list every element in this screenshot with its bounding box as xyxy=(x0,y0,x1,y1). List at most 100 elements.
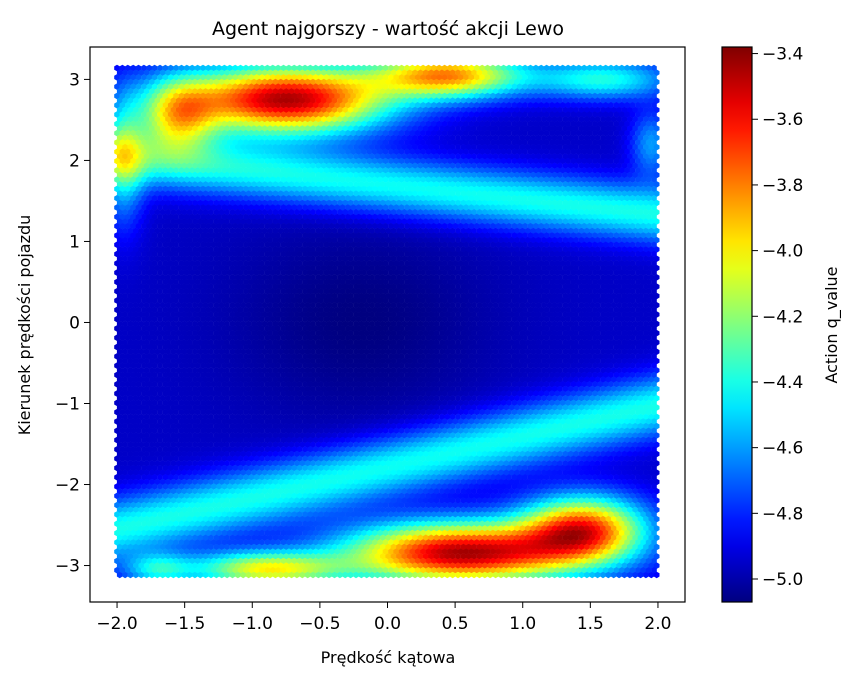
hex-cell xyxy=(227,111,233,118)
hex-cell xyxy=(269,111,276,118)
hex-cell xyxy=(637,143,644,151)
hex-cell xyxy=(581,102,587,109)
hex-cell xyxy=(605,125,612,132)
hex-cell xyxy=(508,143,515,151)
hex-cell xyxy=(554,92,561,100)
hex-cell xyxy=(535,97,542,104)
hex-cell xyxy=(350,92,357,100)
hex-cell xyxy=(476,106,483,114)
hex-cell xyxy=(500,120,507,128)
hex-cell xyxy=(393,111,400,118)
hex-cell xyxy=(648,97,655,104)
hex-cell xyxy=(275,111,281,118)
hex-cell xyxy=(248,120,255,128)
hex-cell xyxy=(482,69,488,76)
hex-cell xyxy=(522,92,528,100)
hex-cell xyxy=(653,78,660,86)
hex-cell xyxy=(197,143,204,151)
hex-cell xyxy=(143,143,150,151)
hex-cell xyxy=(557,88,563,95)
hex-cell xyxy=(549,83,555,90)
hex-cell xyxy=(320,97,327,104)
hex-cell xyxy=(592,139,598,146)
hex-cell xyxy=(444,97,451,104)
hex-cell xyxy=(358,116,365,123)
hex-cell xyxy=(361,74,367,81)
hex-cell xyxy=(490,102,496,109)
hex-cell xyxy=(406,143,413,151)
hex-cell xyxy=(543,139,550,146)
hex-cell xyxy=(283,134,289,142)
hex-cell xyxy=(366,92,373,100)
hex-cell xyxy=(559,139,566,146)
hex-cell xyxy=(401,88,408,95)
hex-cell xyxy=(425,74,432,81)
hex-cell xyxy=(474,129,480,137)
hex-cell xyxy=(404,120,410,128)
hex-cell xyxy=(210,148,217,155)
hex-cell xyxy=(350,129,357,137)
hex-cell xyxy=(176,106,182,114)
hex-cell xyxy=(186,78,193,86)
hex-cell xyxy=(122,143,128,151)
hex-cell xyxy=(562,78,569,86)
hex-cell xyxy=(557,97,563,104)
hex-cell xyxy=(200,148,206,155)
hex-cell xyxy=(192,97,198,104)
hex-cell xyxy=(441,92,448,100)
hex-cell xyxy=(347,78,354,86)
hex-cell xyxy=(218,125,225,132)
hex-cell xyxy=(350,139,357,146)
hex-cell xyxy=(554,129,561,137)
hex-cell xyxy=(597,102,604,109)
hex-cell xyxy=(264,120,271,128)
hex-cell xyxy=(530,88,536,95)
hex-cell xyxy=(627,143,633,151)
hex-cell xyxy=(186,97,193,104)
hex-cell xyxy=(342,125,349,132)
hex-cell xyxy=(216,148,222,155)
hex-cell xyxy=(554,74,561,81)
hex-cell xyxy=(576,139,582,146)
hex-cell xyxy=(259,92,265,100)
hex-cell xyxy=(149,116,155,123)
hex-cell xyxy=(637,125,644,132)
hex-cell xyxy=(565,83,571,90)
hex-cell xyxy=(167,148,174,155)
hex-cell xyxy=(197,134,204,142)
hex-cell xyxy=(296,64,303,72)
hex-cell xyxy=(388,92,394,100)
hex-cell xyxy=(447,64,453,72)
hex-cell xyxy=(629,139,636,146)
hex-cell xyxy=(511,83,518,90)
hex-cell xyxy=(189,129,195,137)
hex-cell xyxy=(608,120,614,128)
hex-cell xyxy=(567,143,574,151)
hex-cell xyxy=(122,125,128,132)
hex-cell xyxy=(283,88,289,95)
hex-cell xyxy=(275,102,281,109)
hex-cell xyxy=(286,83,292,90)
hex-cell xyxy=(388,64,394,72)
hex-cell xyxy=(487,143,493,151)
hex-cell xyxy=(377,74,383,81)
hex-cell xyxy=(516,129,523,137)
hex-cell xyxy=(423,106,429,114)
hex-cell xyxy=(232,74,238,81)
hex-cell xyxy=(315,106,322,114)
hex-cell xyxy=(586,139,593,146)
hex-cell xyxy=(151,129,158,137)
hex-cell xyxy=(275,120,281,128)
hex-cell xyxy=(533,102,539,109)
hex-cell xyxy=(629,83,636,90)
hex-cell xyxy=(519,134,526,142)
hex-cell xyxy=(245,116,252,123)
hex-cell xyxy=(482,97,488,104)
hex-cell xyxy=(331,125,338,132)
hex-cell xyxy=(468,64,475,72)
hex-cell xyxy=(516,102,523,109)
hex-cell xyxy=(613,74,620,81)
hex-cell xyxy=(337,134,343,142)
hex-cell xyxy=(218,97,225,104)
hex-cell xyxy=(130,120,136,128)
